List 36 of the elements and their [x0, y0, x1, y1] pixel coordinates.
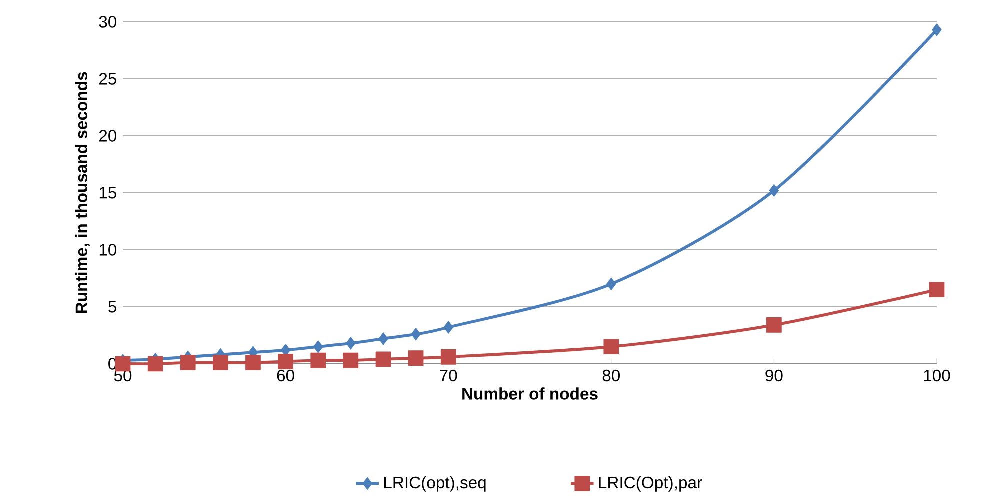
- point: [213, 355, 228, 371]
- point: [180, 355, 196, 371]
- x-tick-label: 80: [602, 370, 620, 382]
- point: [932, 24, 942, 36]
- point: [378, 332, 388, 346]
- point: [929, 282, 945, 298]
- point: [246, 355, 261, 371]
- point: [408, 350, 424, 366]
- point: [148, 356, 164, 372]
- y-tick-label: 10: [100, 244, 117, 256]
- y-axis-title: Runtime, in thousand seconds: [75, 72, 90, 314]
- point: [343, 352, 359, 368]
- point: [278, 354, 294, 370]
- x-tick-label: 100: [924, 370, 950, 382]
- legend-label: LRIC(Opt),par: [599, 476, 702, 492]
- x-tick-label: 90: [766, 370, 783, 382]
- point: [606, 278, 616, 291]
- point: [769, 184, 780, 198]
- x-tick-label: 60: [277, 370, 294, 382]
- point: [604, 339, 620, 355]
- point: [444, 321, 454, 334]
- point: [346, 337, 356, 350]
- point: [411, 328, 421, 341]
- point: [314, 340, 324, 354]
- point: [376, 352, 392, 368]
- point: [766, 318, 782, 333]
- y-tick-label: 5: [108, 301, 116, 313]
- y-tick-label: 20: [99, 130, 117, 142]
- x-tick-label: 70: [440, 370, 458, 382]
- y-tick-label: 30: [99, 16, 117, 28]
- y-tick-label: 15: [100, 187, 116, 199]
- y-tick-label: 25: [99, 73, 116, 85]
- x-axis-title: Number of nodes: [462, 388, 598, 400]
- point: [310, 352, 326, 368]
- point: [440, 349, 456, 365]
- legend-label: LRIC(opt),seq: [384, 476, 486, 492]
